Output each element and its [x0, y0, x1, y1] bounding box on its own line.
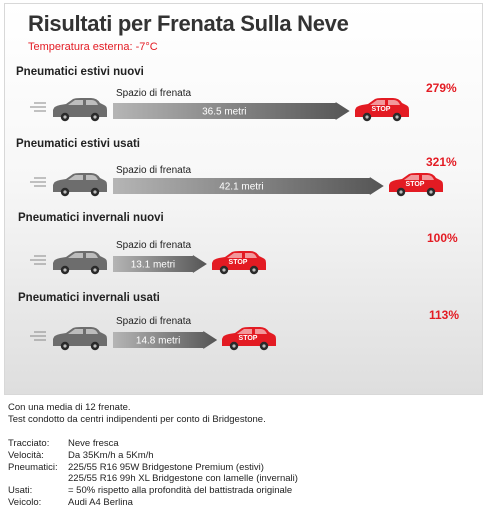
note-key: Veicolo: — [8, 497, 42, 508]
value-label: 36.5 metri — [202, 106, 246, 117]
measure-label: Spazio di frenata — [116, 240, 192, 251]
measure-label: Spazio di frenata — [116, 316, 192, 327]
note-value: 225/55 R16 95W Bridgestone Premium (esti… — [68, 461, 264, 473]
speed-lines-icon — [30, 331, 46, 341]
percentage-label: 279% — [426, 81, 457, 95]
red-stop-car-icon: STOP — [211, 251, 266, 275]
speed-lines-icon — [30, 177, 46, 187]
footer-line-1: Con una media di 12 frenate. — [8, 402, 131, 413]
category-label: Pneumatici invernali usati — [18, 292, 160, 304]
note-key: Pneumatici: — [8, 461, 58, 473]
stop-label: STOP — [405, 181, 424, 188]
red-stop-car-icon: STOP — [222, 327, 277, 351]
stop-label: STOP — [228, 259, 247, 266]
value-label: 13.1 metri — [131, 259, 175, 270]
distance-bar: 36.5 metri — [113, 102, 350, 120]
note-value: Neve fresca — [68, 438, 119, 449]
red-stop-car-icon: STOP — [388, 173, 443, 197]
value-label: 42.1 metri — [219, 181, 263, 192]
gray-car-icon — [53, 251, 107, 275]
distance-bar: 13.1 metri — [113, 255, 207, 273]
note-value: = 50% rispetto alla profondità del batti… — [68, 485, 293, 497]
stop-label: STOP — [239, 335, 258, 342]
distance-bar-shape — [113, 255, 207, 273]
footer-line-2: Test condotto da centri indipendenti per… — [8, 414, 266, 425]
footer-text: Con una media di 12 frenate. Test condot… — [8, 402, 266, 426]
distance-bar-shape — [113, 331, 218, 349]
category-label: Pneumatici invernali nuovi — [18, 212, 164, 224]
stop-label: STOP — [371, 106, 390, 113]
percentage-label: 321% — [426, 155, 457, 169]
red-stop-car-icon: STOP — [354, 98, 409, 122]
speed-lines-icon — [30, 102, 46, 112]
distance-bar-shape — [113, 102, 350, 120]
distance-bar: 42.1 metri — [113, 177, 384, 195]
chart-title: Risultati per Frenata Sulla Neve — [28, 11, 349, 36]
note-key: Tracciato: — [8, 438, 50, 449]
note-value: 225/55 R16 99h XL Bridgestone con lamell… — [68, 473, 298, 485]
gray-car-icon — [53, 327, 107, 351]
chart-subtitle: Temperatura esterna: -7°C — [28, 41, 158, 53]
measure-label: Spazio di frenata — [116, 88, 192, 99]
percentage-label: 100% — [427, 231, 458, 245]
category-label: Pneumatici estivi usati — [16, 138, 140, 150]
gray-car-icon — [53, 98, 107, 122]
note-value: Da 35Km/h a 5Km/h — [68, 449, 154, 461]
category-label: Pneumatici estivi nuovi — [16, 66, 144, 78]
measure-label: Spazio di frenata — [116, 165, 192, 176]
note-key: Velocità: — [8, 449, 44, 461]
value-label: 14.8 metri — [136, 335, 180, 346]
distance-bar: 14.8 metri — [113, 331, 218, 349]
gray-car-icon — [53, 173, 107, 197]
speed-lines-icon — [30, 255, 46, 265]
note-value: Audi A4 Berlina — [68, 497, 133, 508]
distance-bar-shape — [113, 177, 384, 195]
note-key: Usati: — [8, 485, 33, 497]
percentage-label: 113% — [429, 308, 460, 322]
